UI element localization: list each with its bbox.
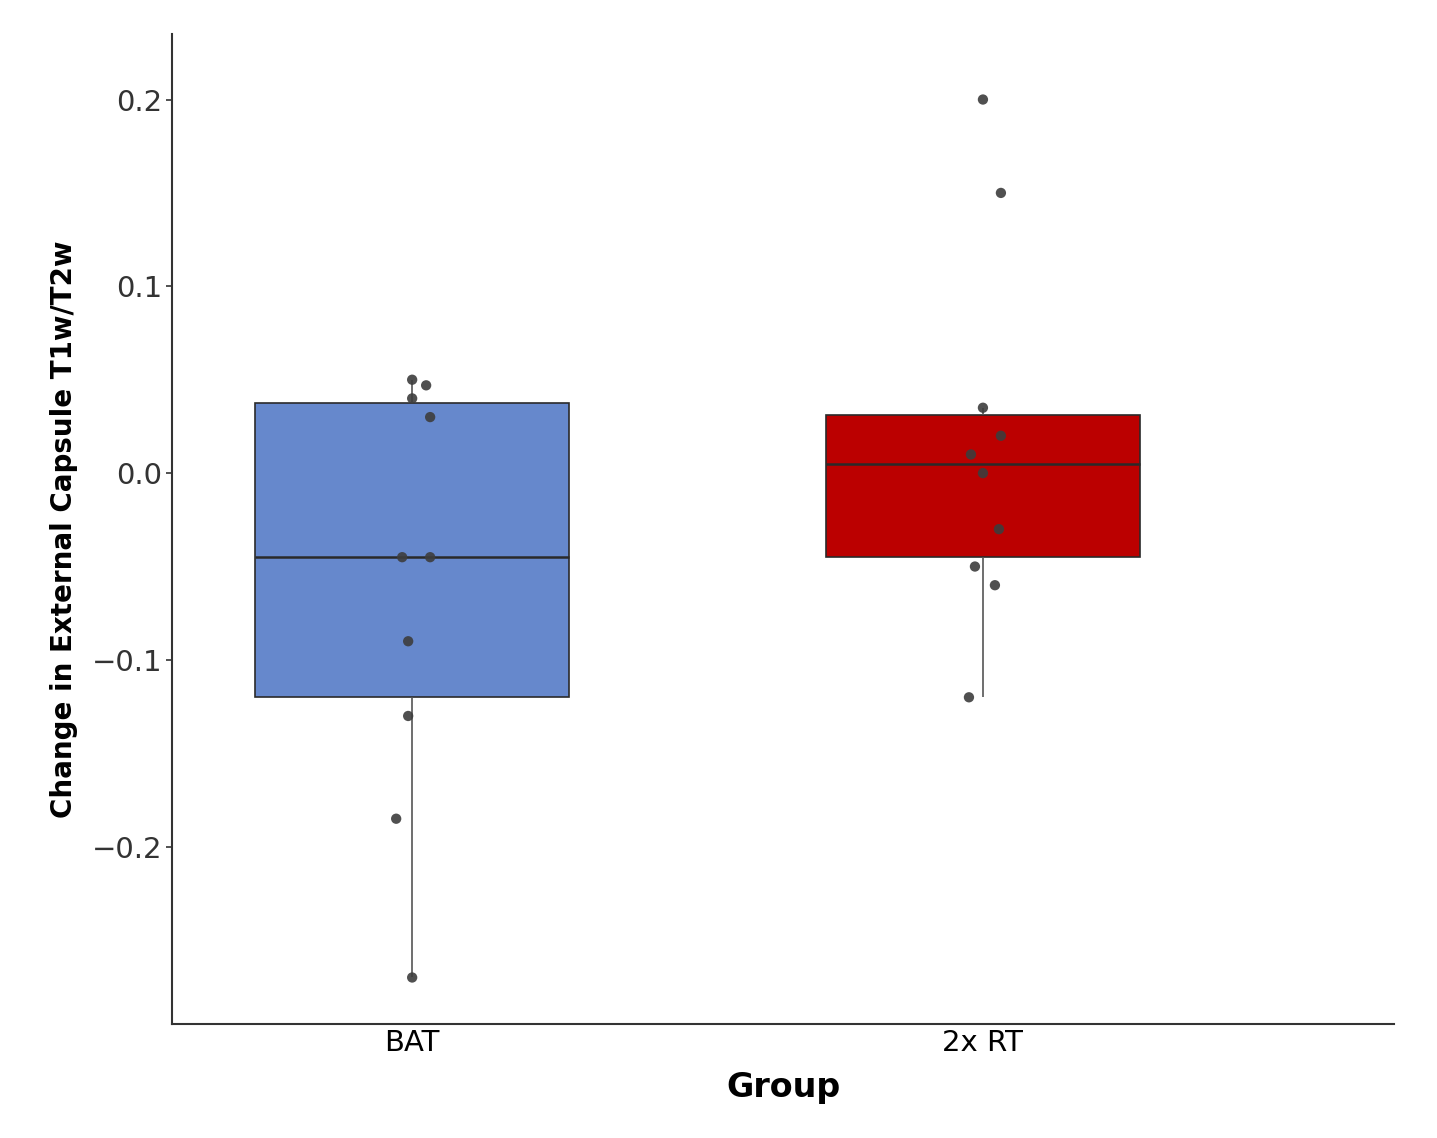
Point — [957, 688, 980, 707]
X-axis label: Group: Group — [726, 1071, 841, 1104]
Point — [401, 968, 424, 987]
Point — [418, 409, 441, 427]
Point — [401, 371, 424, 389]
Point — [415, 377, 438, 395]
Point — [971, 90, 994, 108]
Point — [971, 398, 994, 417]
Point — [987, 520, 1010, 538]
Point — [397, 632, 420, 650]
Point — [391, 549, 414, 567]
Point — [960, 445, 983, 463]
Point — [397, 707, 420, 725]
Y-axis label: Change in External Capsule T1w/T2w: Change in External Capsule T1w/T2w — [49, 240, 78, 818]
Point — [990, 184, 1013, 203]
Point — [385, 809, 408, 827]
Bar — [826, 414, 1140, 558]
Point — [418, 549, 441, 567]
Bar — [256, 403, 569, 698]
Point — [401, 389, 424, 407]
Point — [983, 576, 1006, 594]
Point — [990, 427, 1013, 445]
Point — [963, 558, 986, 576]
Point — [971, 464, 994, 483]
